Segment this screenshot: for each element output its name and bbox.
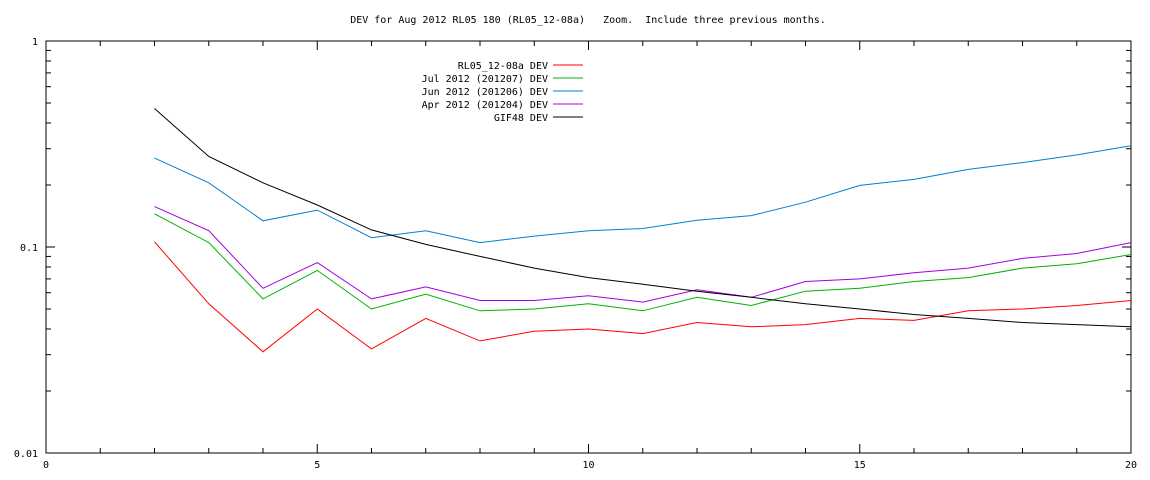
legend-label-3: Apr 2012 (201204) DEV xyxy=(422,100,548,111)
y-tick-label: 1 xyxy=(32,37,38,48)
chart-title: DEV for Aug 2012 RL05 180 (RL05_12-08a) … xyxy=(350,15,826,26)
series-line-0 xyxy=(154,241,1132,353)
x-tick-label: 0 xyxy=(43,460,49,471)
legend-label-4: GIF48 DEV xyxy=(494,113,548,124)
y-tick-label: 0.01 xyxy=(14,449,38,460)
legend-label-1: Jul 2012 (201207) DEV xyxy=(422,74,548,85)
series-line-4 xyxy=(154,108,1132,328)
series-line-1 xyxy=(154,213,1132,312)
series-lines xyxy=(154,108,1132,353)
x-tick-label: 10 xyxy=(582,460,594,471)
legend: RL05_12-08a DEV Jul 2012 (201207) DEV Jun … xyxy=(422,61,583,124)
plot-frame xyxy=(45,40,1132,454)
legend-label-0: RL05_12-08a DEV xyxy=(458,61,548,72)
series-line-3 xyxy=(154,206,1132,303)
series-line-2 xyxy=(154,145,1132,244)
legend-label-2: Jun 2012 (201206) DEV xyxy=(422,87,548,98)
x-tick-label: 20 xyxy=(1125,460,1137,471)
y-tick-label: 0.1 xyxy=(20,243,38,254)
axes: 0 5 10 15 20 0.01 0.1 1 xyxy=(14,37,1137,471)
x-tick-label: 5 xyxy=(314,460,320,471)
x-tick-label: 15 xyxy=(854,460,866,471)
